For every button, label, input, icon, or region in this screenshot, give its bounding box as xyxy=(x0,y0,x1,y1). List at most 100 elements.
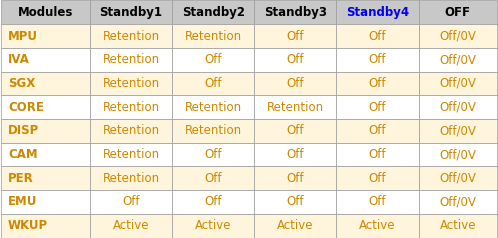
Text: MPU: MPU xyxy=(8,30,38,43)
Bar xyxy=(1,24,90,48)
Bar xyxy=(90,119,172,143)
Bar xyxy=(254,0,337,24)
Bar xyxy=(1,143,90,166)
Bar xyxy=(337,190,419,214)
Bar xyxy=(90,214,172,238)
Bar xyxy=(172,119,254,143)
Bar xyxy=(337,48,419,72)
Bar xyxy=(337,119,419,143)
Bar xyxy=(1,190,90,214)
Bar xyxy=(1,48,90,72)
Text: Standby2: Standby2 xyxy=(182,6,245,19)
Text: Off: Off xyxy=(205,172,222,185)
Bar xyxy=(419,166,497,190)
Bar xyxy=(337,214,419,238)
Text: Retention: Retention xyxy=(103,148,160,161)
Bar xyxy=(172,48,254,72)
Text: Active: Active xyxy=(195,219,232,232)
Text: Retention: Retention xyxy=(267,101,324,114)
Bar xyxy=(1,0,90,24)
Bar xyxy=(172,190,254,214)
Text: Standby4: Standby4 xyxy=(346,6,409,19)
Text: Retention: Retention xyxy=(103,101,160,114)
Bar xyxy=(337,24,419,48)
Text: Modules: Modules xyxy=(18,6,73,19)
Bar xyxy=(419,0,497,24)
Text: Off: Off xyxy=(369,195,386,208)
Bar xyxy=(337,72,419,95)
Bar xyxy=(419,119,497,143)
Text: Off/0V: Off/0V xyxy=(439,101,476,114)
Bar xyxy=(254,24,337,48)
Text: Off: Off xyxy=(369,172,386,185)
Text: Retention: Retention xyxy=(185,101,242,114)
Text: Off: Off xyxy=(369,77,386,90)
Text: Off: Off xyxy=(287,53,304,66)
Text: Off: Off xyxy=(369,148,386,161)
Bar xyxy=(172,214,254,238)
Bar xyxy=(337,0,419,24)
Text: Active: Active xyxy=(277,219,314,232)
Bar xyxy=(254,166,337,190)
Text: Off/0V: Off/0V xyxy=(439,30,476,43)
Text: Off: Off xyxy=(369,101,386,114)
Bar xyxy=(90,143,172,166)
Text: IVA: IVA xyxy=(8,53,30,66)
Text: Off/0V: Off/0V xyxy=(439,195,476,208)
Text: Retention: Retention xyxy=(185,30,242,43)
Text: Active: Active xyxy=(113,219,149,232)
Text: Retention: Retention xyxy=(185,124,242,137)
Text: PER: PER xyxy=(8,172,34,185)
Bar xyxy=(90,190,172,214)
Text: Standby1: Standby1 xyxy=(100,6,162,19)
Text: CAM: CAM xyxy=(8,148,38,161)
Text: Retention: Retention xyxy=(103,172,160,185)
Bar xyxy=(337,95,419,119)
Text: Off: Off xyxy=(369,53,386,66)
Text: Off: Off xyxy=(287,172,304,185)
Bar xyxy=(419,214,497,238)
Bar xyxy=(172,24,254,48)
Text: DISP: DISP xyxy=(8,124,39,137)
Bar xyxy=(1,72,90,95)
Bar xyxy=(254,48,337,72)
Bar xyxy=(254,72,337,95)
Text: OFF: OFF xyxy=(445,6,471,19)
Bar xyxy=(419,72,497,95)
Bar xyxy=(172,166,254,190)
Bar xyxy=(172,72,254,95)
Bar xyxy=(254,95,337,119)
Bar xyxy=(90,166,172,190)
Text: CORE: CORE xyxy=(8,101,44,114)
Text: Off: Off xyxy=(287,77,304,90)
Bar xyxy=(337,143,419,166)
Text: Off: Off xyxy=(287,195,304,208)
Bar xyxy=(419,190,497,214)
Text: Active: Active xyxy=(440,219,476,232)
Bar xyxy=(1,166,90,190)
Text: Off: Off xyxy=(369,30,386,43)
Text: Active: Active xyxy=(359,219,396,232)
Bar xyxy=(337,166,419,190)
Text: SGX: SGX xyxy=(8,77,35,90)
Text: Standby3: Standby3 xyxy=(264,6,327,19)
Bar xyxy=(90,95,172,119)
Bar xyxy=(172,143,254,166)
Text: Off: Off xyxy=(287,30,304,43)
Bar xyxy=(1,95,90,119)
Bar xyxy=(254,143,337,166)
Text: Off/0V: Off/0V xyxy=(439,53,476,66)
Text: Off/0V: Off/0V xyxy=(439,77,476,90)
Bar xyxy=(90,0,172,24)
Text: Off/0V: Off/0V xyxy=(439,148,476,161)
Bar xyxy=(172,0,254,24)
Bar xyxy=(419,48,497,72)
Text: Retention: Retention xyxy=(103,53,160,66)
Text: Off/0V: Off/0V xyxy=(439,172,476,185)
Text: EMU: EMU xyxy=(8,195,37,208)
Bar xyxy=(172,95,254,119)
Bar xyxy=(419,143,497,166)
Text: Retention: Retention xyxy=(103,124,160,137)
Bar xyxy=(419,24,497,48)
Text: WKUP: WKUP xyxy=(8,219,48,232)
